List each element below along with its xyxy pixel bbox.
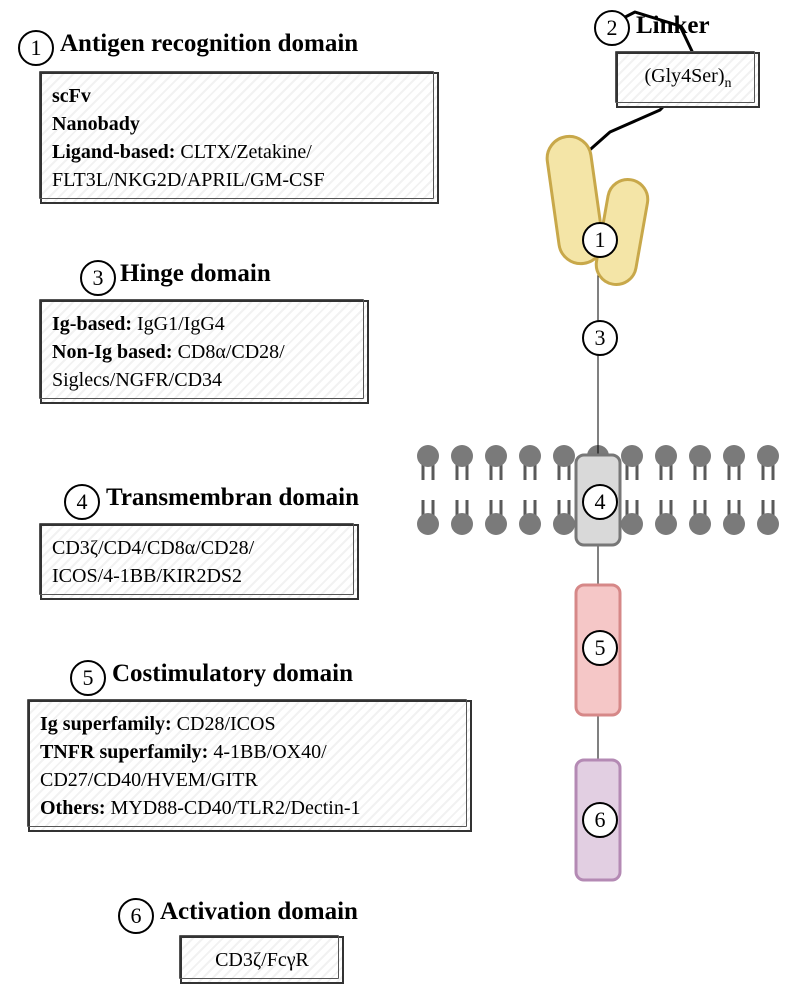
heading-2: Linker	[636, 12, 710, 40]
diagram-badge-3: 3	[582, 320, 618, 356]
badge-2: 2	[594, 10, 630, 46]
diagram-badge-4: 4	[582, 484, 618, 520]
heading-6: Activation domain	[160, 898, 358, 926]
heading-4: Transmembran domain	[106, 484, 359, 512]
diagram-badge-5: 5	[582, 630, 618, 666]
box-3: Ig-based: IgG1/IgG4Non-Ig based: CD8α/CD…	[40, 300, 369, 404]
box-6: CD3ζ/FcγR	[180, 936, 344, 984]
badge-4: 4	[64, 484, 100, 520]
box-1: scFvNanobadyLigand-based: CLTX/Zetakine/…	[40, 72, 439, 204]
heading-3: Hinge domain	[120, 260, 271, 288]
diagram-badge-1: 1	[582, 222, 618, 258]
heading-1: Antigen recognition domain	[60, 30, 358, 58]
badge-6: 6	[118, 898, 154, 934]
heading-5: Costimulatory domain	[112, 660, 353, 688]
diagram-badge-6: 6	[582, 802, 618, 838]
box-2: (Gly4Ser)n	[616, 52, 760, 108]
badge-3: 3	[80, 260, 116, 296]
box-4: CD3ζ/CD4/CD8α/CD28/ICOS/4-1BB/KIR2DS2	[40, 524, 359, 600]
badge-1: 1	[18, 30, 54, 66]
badge-5: 5	[70, 660, 106, 696]
box-5: Ig superfamily: CD28/ICOSTNFR superfamil…	[28, 700, 472, 832]
